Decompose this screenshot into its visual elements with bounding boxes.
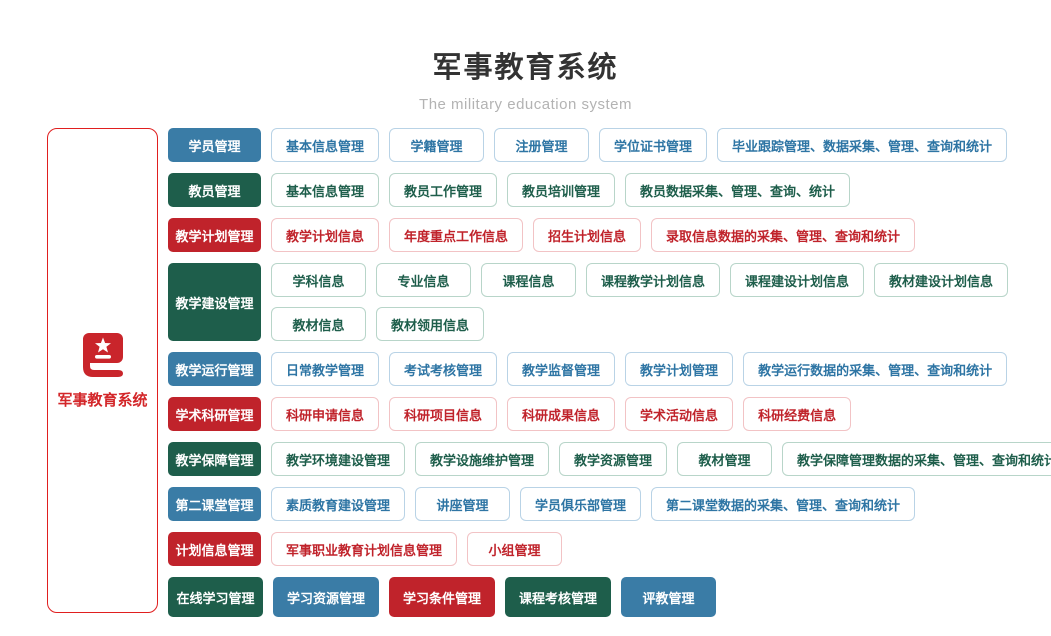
category-button[interactable]: 学员管理: [168, 128, 261, 162]
diagram: 军事教育系统 学员管理 基本信息管理 学籍管理 注册管理 学位证书管理 毕业跟踪管理、数据…: [47, 128, 1051, 617]
module-row: 计划信息管理 军事职业教育计划信息管理 小组管理: [168, 532, 1051, 566]
module-item-button[interactable]: 年度重点工作信息: [389, 218, 524, 252]
module-item-button[interactable]: 学术活动信息: [625, 397, 734, 431]
module-item-button[interactable]: 教材建设计划信息: [874, 263, 1009, 297]
module-item-button[interactable]: 教员培训管理: [507, 173, 616, 207]
item-subrow: 基本信息管理 学籍管理 注册管理 学位证书管理 毕业跟踪管理、数据采集、管理、查询和统计: [271, 128, 1008, 162]
item-subrow: 学科信息 专业信息 课程信息 课程教学计划信息 课程建设计划信息 教材建设计划信息: [271, 263, 1009, 297]
module-row: 第二课堂管理 素质教育建设管理 讲座管理 学员俱乐部管理 第二课堂数据的采集、管理、查询…: [168, 487, 1051, 521]
module-item-button[interactable]: 基本信息管理: [271, 128, 380, 162]
module-item-button[interactable]: 教学计划信息: [271, 218, 380, 252]
system-root-label: 军事教育系统: [57, 392, 148, 409]
system-root-box[interactable]: 军事教育系统: [47, 128, 158, 613]
module-item-button[interactable]: 科研成果信息: [507, 397, 616, 431]
module-item-button[interactable]: 课程信息: [481, 263, 576, 297]
module-row: 教学建设管理 学科信息 专业信息 课程信息 课程教学计划信息 课程建设计划信息 教材建设计划…: [168, 263, 1051, 341]
module-row: 教学运行管理 日常教学管理 考试考核管理 教学监督管理 教学计划管理 教学运行数据的采集、…: [168, 352, 1051, 386]
module-item-button[interactable]: 教学监督管理: [507, 352, 616, 386]
category-items: 教学环境建设管理 教学设施维护管理 教学资源管理 教材管理 教学保障管理数据的采集、管理…: [271, 442, 1051, 476]
item-subrow: 教学环境建设管理 教学设施维护管理 教学资源管理 教材管理 教学保障管理数据的采集、管理…: [271, 442, 1051, 476]
module-item-button[interactable]: 科研项目信息: [389, 397, 498, 431]
module-row: 学员管理 基本信息管理 学籍管理 注册管理 学位证书管理 毕业跟踪管理、数据采集、管理、查…: [168, 128, 1051, 162]
module-item-button[interactable]: 教学设施维护管理: [415, 442, 550, 476]
category-button[interactable]: 教学建设管理: [168, 263, 261, 341]
category-button[interactable]: 在线学习管理: [168, 577, 263, 617]
module-item-button[interactable]: 学员俱乐部管理: [520, 487, 642, 521]
module-item-button[interactable]: 学习条件管理: [389, 577, 496, 617]
module-row: 教员管理 基本信息管理 教员工作管理 教员培训管理 教员数据采集、管理、查询、统计: [168, 173, 1051, 207]
module-item-button[interactable]: 考试考核管理: [389, 352, 498, 386]
module-item-button[interactable]: 招生计划信息: [533, 218, 642, 252]
page-subtitle: The military education system: [419, 96, 632, 113]
category-button[interactable]: 教员管理: [168, 173, 261, 207]
module-item-button[interactable]: 第二课堂数据的采集、管理、查询和统计: [651, 487, 916, 521]
item-subrow: 素质教育建设管理 讲座管理 学员俱乐部管理 第二课堂数据的采集、管理、查询和统计: [271, 487, 916, 521]
module-item-button[interactable]: 教材领用信息: [376, 307, 485, 341]
module-row: 在线学习管理 学习资源管理 学习条件管理 课程考核管理 评教管理: [168, 577, 1051, 617]
module-item-button[interactable]: 教学计划管理: [625, 352, 734, 386]
category-items: 基本信息管理 教员工作管理 教员培训管理 教员数据采集、管理、查询、统计: [271, 173, 851, 207]
module-row: 教学计划管理 教学计划信息 年度重点工作信息 招生计划信息 录取信息数据的采集、管理、查…: [168, 218, 1051, 252]
module-item-button[interactable]: 课程建设计划信息: [730, 263, 865, 297]
category-button[interactable]: 教学计划管理: [168, 218, 261, 252]
category-button[interactable]: 计划信息管理: [168, 532, 261, 566]
module-item-button[interactable]: 教员工作管理: [389, 173, 498, 207]
item-subrow: 学习资源管理 学习条件管理 课程考核管理 评教管理: [273, 577, 717, 617]
item-subrow: 教学计划信息 年度重点工作信息 招生计划信息 录取信息数据的采集、管理、查询和统计: [271, 218, 916, 252]
module-item-button[interactable]: 录取信息数据的采集、管理、查询和统计: [651, 218, 916, 252]
module-row: 学术科研管理 科研申请信息 科研项目信息 科研成果信息 学术活动信息 科研经费信息: [168, 397, 1051, 431]
module-item-button[interactable]: 教员数据采集、管理、查询、统计: [625, 173, 851, 207]
module-item-button[interactable]: 课程考核管理: [505, 577, 612, 617]
item-subrow: 教材信息 教材领用信息: [271, 307, 1008, 341]
module-item-button[interactable]: 科研申请信息: [271, 397, 380, 431]
category-items: 日常教学管理 考试考核管理 教学监督管理 教学计划管理 教学运行数据的采集、管理、查询和…: [271, 352, 1008, 386]
module-item-button[interactable]: 学位证书管理: [599, 128, 708, 162]
category-items: 军事职业教育计划信息管理 小组管理: [271, 532, 563, 566]
category-button[interactable]: 教学保障管理: [168, 442, 261, 476]
module-item-button[interactable]: 学籍管理: [389, 128, 485, 162]
item-subrow: 基本信息管理 教员工作管理 教员培训管理 教员数据采集、管理、查询、统计: [271, 173, 851, 207]
module-item-button[interactable]: 教学环境建设管理: [271, 442, 406, 476]
module-item-button[interactable]: 学习资源管理: [273, 577, 380, 617]
category-button[interactable]: 第二课堂管理: [168, 487, 261, 521]
category-items: 教学计划信息 年度重点工作信息 招生计划信息 录取信息数据的采集、管理、查询和统计: [271, 218, 916, 252]
module-item-button[interactable]: 基本信息管理: [271, 173, 380, 207]
page-header: 军事教育系统 The military education system: [0, 0, 1051, 113]
module-item-button[interactable]: 教材管理: [677, 442, 773, 476]
diagram-rows: 学员管理 基本信息管理 学籍管理 注册管理 学位证书管理 毕业跟踪管理、数据采集、管理、查…: [168, 128, 1051, 617]
category-items: 学科信息 专业信息 课程信息 课程教学计划信息 课程建设计划信息 教材建设计划信息 教材信息…: [271, 263, 1009, 341]
module-item-button[interactable]: 学科信息: [271, 263, 366, 297]
category-items: 基本信息管理 学籍管理 注册管理 学位证书管理 毕业跟踪管理、数据采集、管理、查询和统计: [271, 128, 1008, 162]
module-item-button[interactable]: 专业信息: [376, 263, 471, 297]
category-button[interactable]: 教学运行管理: [168, 352, 261, 386]
item-subrow: 科研申请信息 科研项目信息 科研成果信息 学术活动信息 科研经费信息: [271, 397, 852, 431]
module-item-button[interactable]: 课程教学计划信息: [586, 263, 721, 297]
book-star-icon: [82, 333, 123, 377]
module-item-button[interactable]: 教学保障管理数据的采集、管理、查询和统计: [782, 442, 1051, 476]
module-item-button[interactable]: 教材信息: [271, 307, 366, 341]
module-item-button[interactable]: 素质教育建设管理: [271, 487, 406, 521]
module-row: 教学保障管理 教学环境建设管理 教学设施维护管理 教学资源管理 教材管理 教学保障管理数据…: [168, 442, 1051, 476]
module-item-button[interactable]: 讲座管理: [415, 487, 511, 521]
category-items: 素质教育建设管理 讲座管理 学员俱乐部管理 第二课堂数据的采集、管理、查询和统计: [271, 487, 916, 521]
module-item-button[interactable]: 日常教学管理: [271, 352, 380, 386]
module-item-button[interactable]: 评教管理: [621, 577, 717, 617]
module-item-button[interactable]: 教学资源管理: [559, 442, 668, 476]
module-item-button[interactable]: 科研经费信息: [743, 397, 852, 431]
category-button[interactable]: 学术科研管理: [168, 397, 261, 431]
module-item-button[interactable]: 小组管理: [467, 532, 563, 566]
category-items: 科研申请信息 科研项目信息 科研成果信息 学术活动信息 科研经费信息: [271, 397, 852, 431]
item-subrow: 日常教学管理 考试考核管理 教学监督管理 教学计划管理 教学运行数据的采集、管理、查询和…: [271, 352, 1008, 386]
module-item-button[interactable]: 教学运行数据的采集、管理、查询和统计: [743, 352, 1008, 386]
module-item-button[interactable]: 毕业跟踪管理、数据采集、管理、查询和统计: [717, 128, 1008, 162]
module-item-button[interactable]: 军事职业教育计划信息管理: [271, 532, 458, 566]
item-subrow: 军事职业教育计划信息管理 小组管理: [271, 532, 563, 566]
module-item-button[interactable]: 注册管理: [494, 128, 590, 162]
page-title: 军事教育系统: [432, 52, 619, 84]
category-items: 学习资源管理 学习条件管理 课程考核管理 评教管理: [273, 577, 717, 617]
